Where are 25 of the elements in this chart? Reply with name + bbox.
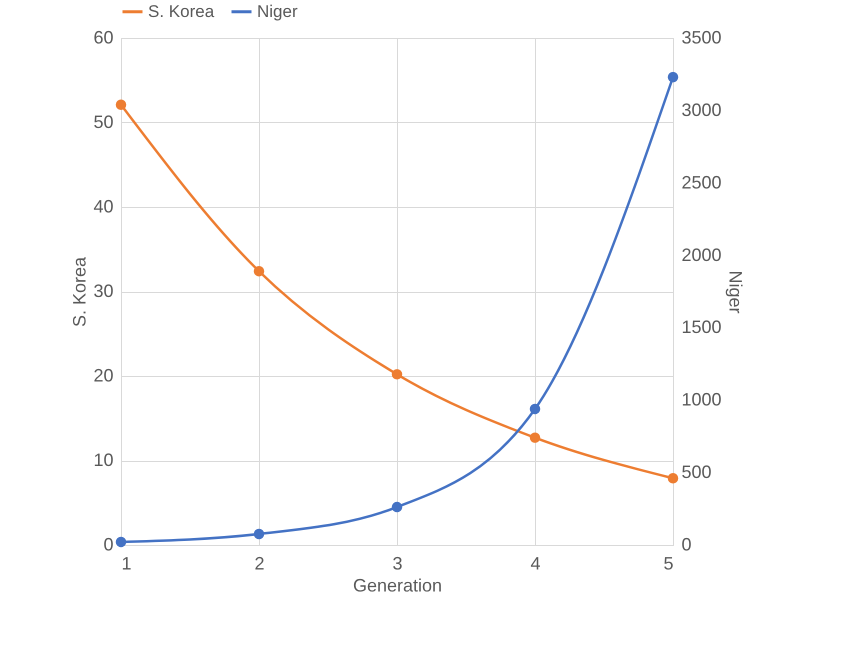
- y2-tick-label: 1000: [682, 390, 722, 410]
- y2-tick-label: 2500: [682, 172, 722, 192]
- y-tick-label: 60: [93, 28, 114, 48]
- y-tick-label: 50: [93, 112, 114, 132]
- legend-label: S. Korea: [148, 2, 215, 21]
- y2-tick-label: 2000: [682, 244, 722, 265]
- y-tick-label: 0: [103, 534, 114, 554]
- y-tick-label: 40: [93, 196, 114, 216]
- y-tick-label: 10: [93, 450, 114, 470]
- y2-tick-label: 1500: [682, 317, 722, 338]
- x-tick-label: 3: [392, 554, 403, 574]
- x-tick-label: 2: [254, 554, 265, 574]
- y-axis-title: S. Korea: [69, 256, 90, 328]
- y2-tick-label: 500: [682, 462, 712, 482]
- y2-tick-label: 3000: [682, 100, 722, 120]
- x-axis-title: Generation: [352, 576, 442, 596]
- y2-tick-label: 3500: [682, 28, 722, 48]
- y2-tick-label: 0: [682, 534, 692, 554]
- x-tick-label: 1: [122, 554, 132, 574]
- y-tick-label: 20: [93, 366, 114, 386]
- legend-label: Niger: [257, 2, 298, 21]
- x-tick-label: 5: [663, 554, 674, 574]
- y2-axis-title: Niger: [726, 270, 746, 314]
- y-tick-label: 30: [93, 281, 114, 301]
- x-tick-label: 4: [530, 554, 541, 574]
